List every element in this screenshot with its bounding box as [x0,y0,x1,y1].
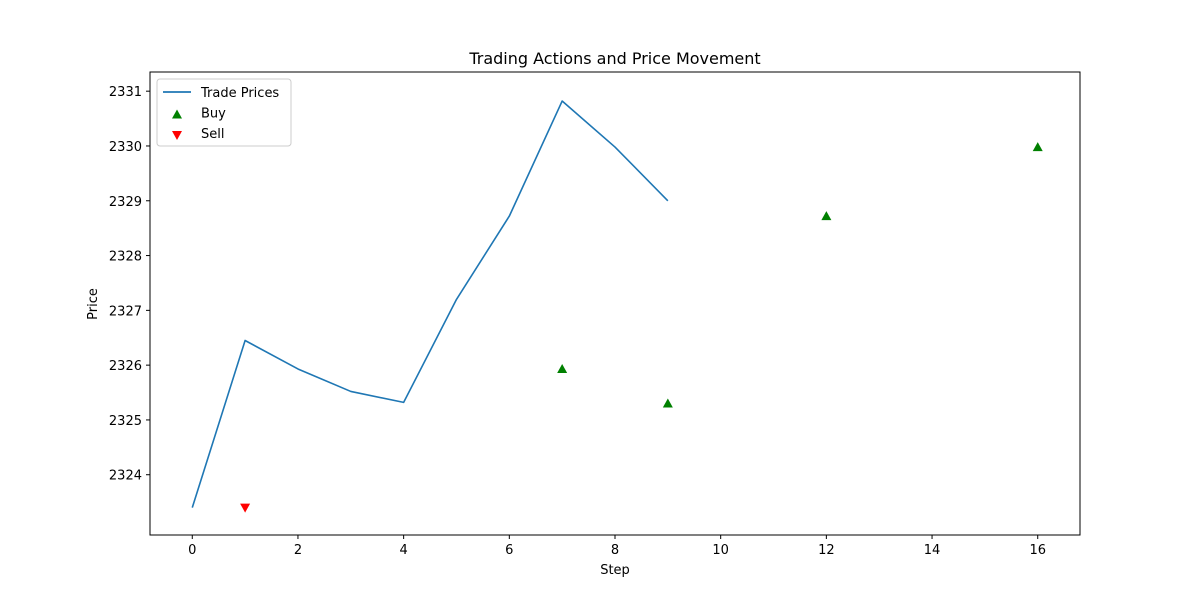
buy-marker [557,363,568,373]
buy-marker [1032,142,1043,152]
legend-item: Trade Prices [163,86,279,101]
x-tick-label: 8 [611,543,619,558]
legend: Trade Prices Buy Sell [156,78,292,147]
x-tick-label: 6 [505,543,513,558]
series-trade-prices [191,100,669,508]
series-sell [240,503,251,513]
chart-title: Trading Actions and Price Movement [468,49,760,68]
legend-item: Sell [172,127,224,142]
legend-marker-swatch [172,109,182,119]
y-tick-label: 2325 [109,414,142,429]
x-tick-label: 12 [818,543,835,558]
x-tick-label: 10 [712,543,729,558]
x-axis-label: Step [600,563,630,578]
sell-marker [240,503,251,513]
legend-item: Buy [172,107,226,122]
x-tick-label: 16 [1029,543,1046,558]
y-tick-label: 2328 [109,250,142,265]
y-tick-label: 2327 [109,304,142,319]
legend-box [156,78,292,147]
y-tick-label: 2331 [109,85,142,100]
series-layer [191,100,1043,513]
y-tick-label: 2330 [109,140,142,155]
plot-area [149,71,1081,536]
buy-marker [821,211,832,221]
legend-label: Trade Prices [200,86,279,101]
series-buy [557,142,1043,408]
legend-marker-swatch [172,131,182,140]
x-tick-label: 2 [294,543,302,558]
y-tick-label: 2326 [109,359,142,374]
trade-prices-line [191,100,669,508]
plot-frame [149,71,1081,536]
buy-marker [662,398,673,408]
y-axis: 2324 2325 2326 2327 2328 2329 2330 2331 [109,85,150,484]
y-tick-label: 2324 [109,469,142,484]
x-tick-label: 4 [399,543,407,558]
legend-label: Sell [201,127,224,142]
x-tick-label: 0 [188,543,196,558]
x-axis: 0 2 4 6 8 10 12 14 16 [188,535,1046,558]
x-tick-label: 14 [924,543,941,558]
y-tick-label: 2329 [109,195,142,210]
legend-label: Buy [201,107,226,122]
y-axis-label: Price [86,288,101,320]
